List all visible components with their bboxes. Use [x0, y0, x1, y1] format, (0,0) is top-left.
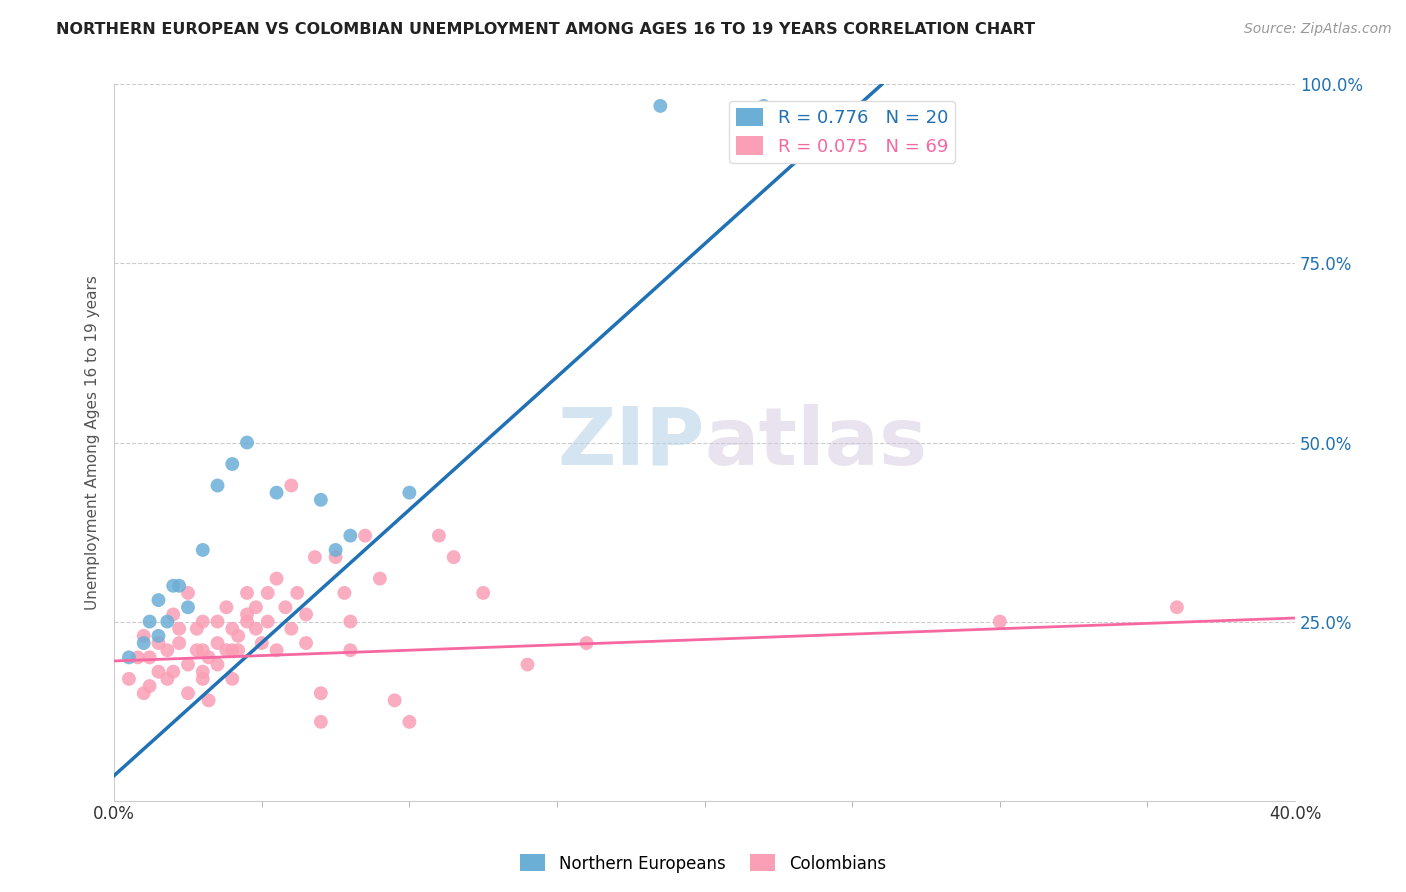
- Point: [221, 457, 243, 471]
- Point: [325, 550, 347, 565]
- Point: [221, 643, 243, 657]
- Point: [167, 636, 190, 650]
- Point: [138, 679, 160, 693]
- Point: [207, 615, 229, 629]
- Point: [236, 615, 259, 629]
- Point: [266, 572, 288, 586]
- Point: [398, 714, 420, 729]
- Point: [368, 572, 391, 586]
- Legend: R = 0.776   N = 20, R = 0.075   N = 69: R = 0.776 N = 20, R = 0.075 N = 69: [730, 101, 955, 163]
- Point: [207, 478, 229, 492]
- Point: [148, 665, 170, 679]
- Point: [191, 672, 214, 686]
- Point: [148, 636, 170, 650]
- Point: [236, 607, 259, 622]
- Point: [191, 665, 214, 679]
- Point: [250, 636, 273, 650]
- Point: [215, 643, 238, 657]
- Point: [266, 485, 288, 500]
- Point: [191, 543, 214, 558]
- Point: [177, 657, 200, 672]
- Point: [650, 99, 672, 113]
- Point: [245, 600, 267, 615]
- Point: [162, 579, 184, 593]
- Point: [472, 586, 495, 600]
- Point: [325, 543, 347, 558]
- Point: [384, 693, 406, 707]
- Point: [333, 586, 356, 600]
- Point: [236, 586, 259, 600]
- Point: [215, 600, 238, 615]
- Point: [162, 665, 184, 679]
- Point: [226, 643, 249, 657]
- Point: [197, 650, 219, 665]
- Point: [207, 657, 229, 672]
- Point: [1166, 600, 1188, 615]
- Point: [516, 657, 538, 672]
- Point: [285, 586, 308, 600]
- Y-axis label: Unemployment Among Ages 16 to 19 years: Unemployment Among Ages 16 to 19 years: [86, 275, 100, 610]
- Point: [186, 643, 208, 657]
- Point: [339, 528, 361, 542]
- Point: [167, 622, 190, 636]
- Text: NORTHERN EUROPEAN VS COLOMBIAN UNEMPLOYMENT AMONG AGES 16 TO 19 YEARS CORRELATIO: NORTHERN EUROPEAN VS COLOMBIAN UNEMPLOYM…: [56, 22, 1035, 37]
- Point: [339, 643, 361, 657]
- Point: [156, 672, 179, 686]
- Point: [304, 550, 326, 565]
- Point: [191, 643, 214, 657]
- Point: [177, 586, 200, 600]
- Point: [354, 528, 377, 542]
- Point: [443, 550, 465, 565]
- Legend: Northern Europeans, Colombians: Northern Europeans, Colombians: [513, 847, 893, 880]
- Point: [177, 686, 200, 700]
- Point: [127, 650, 149, 665]
- Point: [256, 615, 278, 629]
- Point: [339, 615, 361, 629]
- Point: [177, 600, 200, 615]
- Point: [226, 629, 249, 643]
- Point: [148, 629, 170, 643]
- Point: [148, 593, 170, 607]
- Point: [162, 607, 184, 622]
- Text: ZIP: ZIP: [557, 403, 704, 482]
- Point: [118, 672, 141, 686]
- Point: [221, 672, 243, 686]
- Point: [167, 579, 190, 593]
- Point: [280, 622, 302, 636]
- Point: [295, 607, 318, 622]
- Text: Source: ZipAtlas.com: Source: ZipAtlas.com: [1244, 22, 1392, 37]
- Point: [427, 528, 450, 542]
- Point: [988, 615, 1011, 629]
- Point: [156, 615, 179, 629]
- Point: [274, 600, 297, 615]
- Point: [138, 615, 160, 629]
- Point: [575, 636, 598, 650]
- Point: [156, 643, 179, 657]
- Text: atlas: atlas: [704, 403, 928, 482]
- Point: [191, 615, 214, 629]
- Point: [309, 686, 332, 700]
- Point: [256, 586, 278, 600]
- Point: [236, 435, 259, 450]
- Point: [132, 629, 155, 643]
- Point: [186, 622, 208, 636]
- Point: [118, 650, 141, 665]
- Point: [398, 485, 420, 500]
- Point: [266, 643, 288, 657]
- Point: [309, 714, 332, 729]
- Point: [752, 99, 775, 113]
- Point: [132, 686, 155, 700]
- Point: [138, 650, 160, 665]
- Point: [207, 636, 229, 650]
- Point: [280, 478, 302, 492]
- Point: [221, 622, 243, 636]
- Point: [132, 636, 155, 650]
- Point: [309, 492, 332, 507]
- Point: [197, 693, 219, 707]
- Point: [295, 636, 318, 650]
- Point: [245, 622, 267, 636]
